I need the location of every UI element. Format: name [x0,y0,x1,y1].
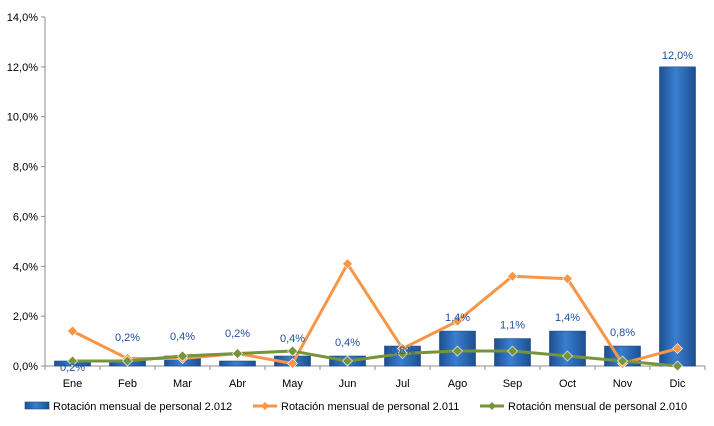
marker-2010-ene [67,355,78,367]
data-label-ago: 1,4% [445,312,470,324]
x-tick-label: Nov [613,378,633,390]
legend-label-2012: Rotación mensual de personal 2.012 [53,401,232,413]
bars-2012 [54,66,696,367]
marker-2010-nov [617,355,628,367]
data-label-jun: 0,4% [335,337,360,349]
legend: Rotación mensual de personal 2.012 Rotaci… [24,401,687,413]
legend-label-2011: Rotación mensual de personal 2.011 [281,401,459,413]
data-label-nov: 0,8% [610,327,635,339]
data-label-jul: 0,8% [390,345,415,357]
x-tick-label: Ago [448,378,468,390]
marker-2010-sep [507,345,518,357]
x-tick-label: Mar [173,378,192,390]
marker-2010-dic [672,360,683,372]
marker-2011-may [287,358,298,369]
marker-2011-jun [342,258,353,270]
marker-2011-ago [452,315,463,327]
data-label-dic: 12,0% [662,50,693,62]
marker-2010-abr [232,348,243,359]
legend-marker-2011 [261,402,269,410]
marker-2010-may [287,345,298,357]
y-tick-label: 8,0% [13,162,38,174]
x-tick-label: May [282,378,303,390]
y-tick-label: 10,0% [7,112,38,124]
bar-dic [659,66,696,367]
x-tick-label: Oct [559,378,576,390]
x-tick-label: Feb [118,378,137,390]
x-tick-label: Ene [63,378,83,390]
marker-2010-jul [397,348,408,359]
marker-2010-jun [342,355,353,367]
x-tick-label: Jun [339,378,357,390]
x-axis: Ene Feb Mar Abr May Jun Jul Ago Sep Oct Nov Dic [44,365,706,390]
data-label-mar: 0,4% [170,331,195,343]
y-tick-label: 12,0% [7,62,38,74]
data-labels: 0,2% 0,2% 0,4% 0,2% 0,4% 0,4% 0,8% 1,4% 1,1% 1,4%… [60,50,693,374]
data-label-feb: 0,2% [115,332,140,344]
data-label-may: 0,4% [280,333,305,345]
marker-2011-oct [562,273,573,285]
x-tick-label: Jul [395,378,409,390]
lines [67,258,683,372]
marker-2011-dic [672,343,683,354]
marker-2010-ago [452,345,463,357]
legend-label-2010: Rotación mensual de personal 2.010 [508,401,687,413]
bar-abr [219,360,256,367]
data-label-abr: 0,2% [225,328,250,340]
marker-2010-oct [562,350,573,362]
y-axis: 0,0% 2,0% 4,0% 6,0% 8,0% 10,0% 12,0% 14,0% [7,12,46,373]
x-tick-label: Abr [229,378,246,390]
y-tick-label: 0,0% [13,361,38,373]
legend-marker-2010 [488,402,496,410]
x-tick-label: Sep [503,378,523,390]
data-label-oct: 1,4% [555,312,580,324]
y-tick-label: 4,0% [13,261,38,273]
x-tick-label: Dic [670,378,686,390]
marker-2010-mar [177,350,188,362]
marker-2010-feb [122,355,133,367]
y-tick-label: 2,0% [13,311,38,323]
data-label-ene: 0,2% [60,362,85,374]
marker-2011-ene [67,325,78,337]
data-label-sep: 1,1% [500,320,525,332]
y-tick-label: 14,0% [7,12,38,24]
legend-swatch-2012 [24,401,50,410]
line-2010 [72,349,678,368]
y-tick-label: 6,0% [13,211,38,223]
marker-2011-sep [507,270,518,282]
line-2011 [71,262,678,366]
